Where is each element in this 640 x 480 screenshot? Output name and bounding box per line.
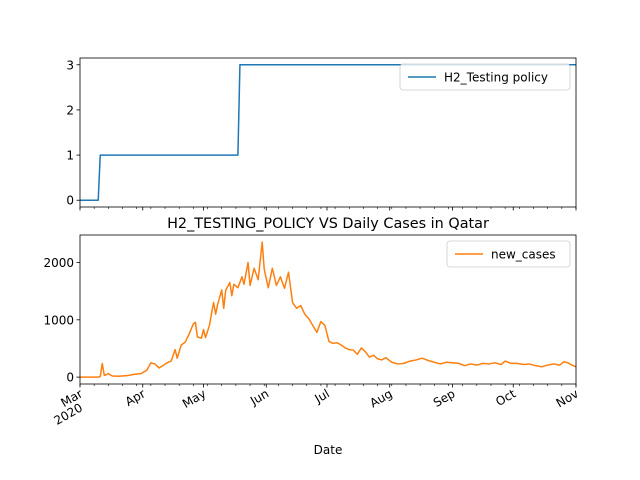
series-line-new-cases [80, 241, 577, 378]
x-tick-label: Oct [493, 386, 518, 409]
x-tick-label: Nov [554, 386, 581, 410]
testing-policy-panel: 0 1 2 3 H2_Testing policy [66, 57, 577, 211]
y-tick-label: 1 [66, 149, 74, 163]
legend-label: H2_Testing policy [444, 71, 548, 85]
y-tick-label: 0 [66, 194, 74, 208]
legend-box [446, 240, 571, 268]
chart-title: H2_TESTING_POLICY VS Daily Cases in Qata… [167, 216, 489, 232]
x-tick-label: Aug [367, 386, 394, 410]
x-tick-label: Jul [312, 386, 332, 406]
x-axis [79, 207, 577, 211]
legend-box [399, 63, 571, 91]
legend-label: new_cases [491, 248, 556, 262]
x-tick-label: Sep [431, 386, 458, 409]
y-tick-label: 2000 [43, 256, 74, 270]
axes-frame [79, 234, 577, 385]
axes-frame [79, 57, 577, 208]
series-line-h2-testing-policy [80, 64, 576, 201]
y-tick-label: 2 [66, 103, 74, 117]
legend: new_cases [446, 240, 571, 268]
x-axis-label: Date [314, 443, 343, 457]
y-tick-label: 0 [66, 371, 74, 385]
y-axis: 0 1 2 3 [66, 58, 80, 208]
y-tick-label: 3 [66, 58, 74, 72]
y-tick-label: 1000 [43, 313, 74, 327]
legend: H2_Testing policy [399, 63, 571, 91]
y-axis: 0 1000 2000 [43, 256, 80, 385]
x-tick-label: Apr [123, 386, 148, 409]
x-tick-label: May [180, 386, 208, 411]
x-tick-label: Jun [247, 386, 271, 408]
